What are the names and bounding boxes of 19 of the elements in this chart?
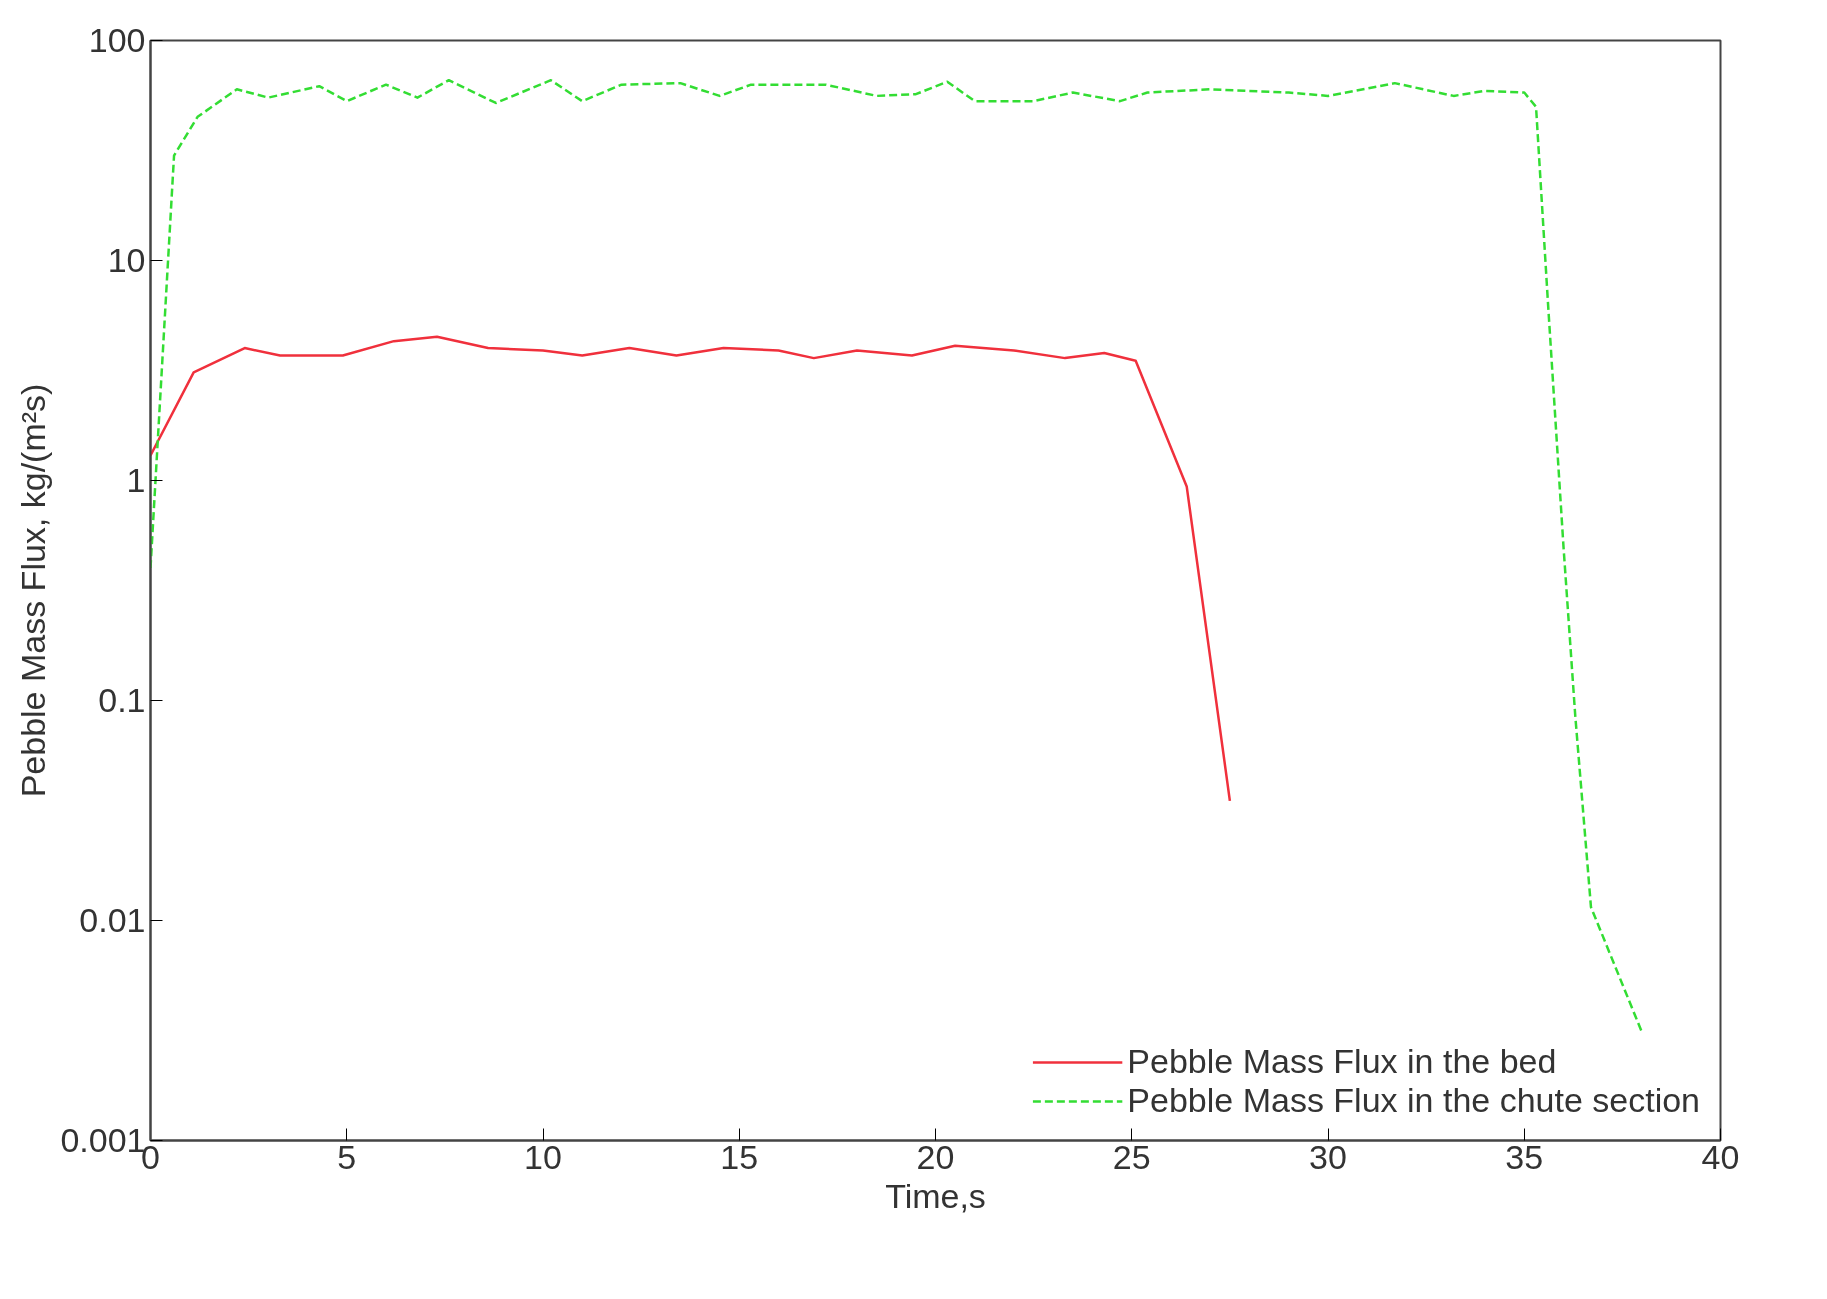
x-tick-label: 35 xyxy=(1505,1137,1544,1176)
line-series xyxy=(150,78,1644,1034)
y-axis-title: Pebble Mass Flux, kg/(m²s) xyxy=(14,383,53,798)
x-tick-label: 30 xyxy=(1309,1137,1347,1176)
x-tick-label: 10 xyxy=(524,1137,562,1176)
x-tick-label: 20 xyxy=(916,1137,955,1176)
y-tick-label: 100 xyxy=(88,21,146,59)
line-series xyxy=(150,335,1232,803)
y-tick-label: 0.01 xyxy=(79,901,146,939)
x-tick-label: 5 xyxy=(337,1137,357,1176)
x-axis-title: Time,s xyxy=(885,1176,986,1215)
y-tick-label: 10 xyxy=(107,241,146,279)
x-tick-label: 40 xyxy=(1701,1137,1740,1176)
legend-label: Pebble Mass Flux in the chute section xyxy=(1127,1081,1700,1120)
legend-label: Pebble Mass Flux in the bed xyxy=(1127,1042,1557,1081)
x-tick-label: 15 xyxy=(720,1137,759,1176)
y-tick-label: 0.1 xyxy=(98,681,146,719)
y-tick-label: 1 xyxy=(126,461,146,499)
x-tick-label: 25 xyxy=(1112,1137,1151,1176)
